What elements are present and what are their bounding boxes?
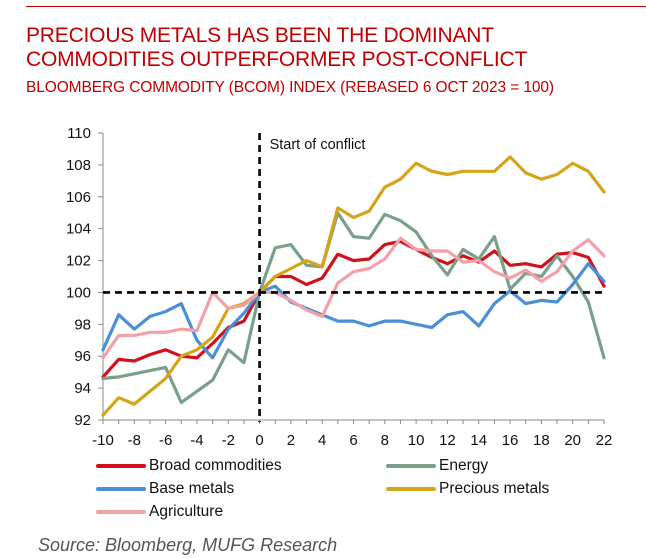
y-tick-label: 94 [74,380,91,397]
chart-subtitle: BLOOMBERG COMMODITY (BCOM) INDEX (REBASE… [26,79,554,96]
x-tick-label: 8 [381,432,389,449]
x-tick-label: -4 [190,432,203,449]
series-group [101,155,606,417]
legend-label-energy: Energy [439,457,489,474]
x-tick-label: 14 [470,432,487,449]
x-tick-label: -2 [222,432,235,449]
x-tick-label: 2 [287,432,295,449]
legend-label-precious: Precious metals [439,480,550,497]
x-tick-label: 18 [533,432,550,449]
legend-swatch-energy [386,464,436,468]
title-line-1: PRECIOUS METALS HAS BEEN THE DOMINANT [26,24,494,47]
y-tick-label: 110 [67,125,91,142]
y-tick-label: 104 [66,221,91,238]
legend-item-precious: Precious metals [386,480,549,498]
x-tick-label: 12 [439,432,456,449]
x-tick-label: 16 [502,432,519,449]
x-tick-label: 0 [255,432,263,449]
y-tick-label: 98 [74,316,91,333]
x-tick-label: 22 [596,432,613,449]
x-tick-label: -10 [92,432,114,449]
legend-item-agri: Agriculture [96,503,223,521]
y-tick-label: 108 [66,157,91,174]
chart-title: PRECIOUS METALS HAS BEEN THE DOMINANT CO… [26,24,527,72]
y-tick-label: 100 [66,284,91,301]
start-of-conflict-annotation: Start of conflict [270,137,366,153]
top-rule [26,6,646,7]
legend: Broad commodities Energy Base metals Pre… [96,457,616,527]
x-tick-label: -8 [128,432,141,449]
legend-item-base: Base metals [96,480,234,498]
legend-label-agri: Agriculture [149,503,224,520]
x-tick-label: -6 [159,432,172,449]
x-tick-label: 10 [408,432,425,449]
source-note: Source: Bloomberg, MUFG Research [38,535,338,555]
legend-item-broad: Broad commodities [96,457,282,475]
y-tick-label: 92 [74,412,91,429]
y-tick-label: 102 [66,253,91,270]
x-tick-label: 20 [564,432,581,449]
series-line-base [101,262,606,360]
x-tick-label: 6 [349,432,357,449]
series-line-energy [101,211,606,405]
legend-swatch-agri [96,510,146,514]
series-line-broad [101,239,606,379]
legend-label-broad: Broad commodities [149,457,282,474]
legend-swatch-base [96,487,146,491]
legend-swatch-broad [96,464,146,468]
y-tick-label: 106 [66,189,91,206]
reference-lines [103,133,604,422]
y-tick-label: 96 [74,348,91,365]
series-line-agri [101,236,606,360]
title-line-2: COMMODITIES OUTPERFORMER POST-CONFLICT [26,48,528,71]
x-tick-label: 4 [318,432,326,449]
legend-swatch-precious [386,487,436,491]
legend-label-base: Base metals [149,480,235,497]
legend-item-energy: Energy [386,457,488,475]
series-line-precious [101,155,606,417]
